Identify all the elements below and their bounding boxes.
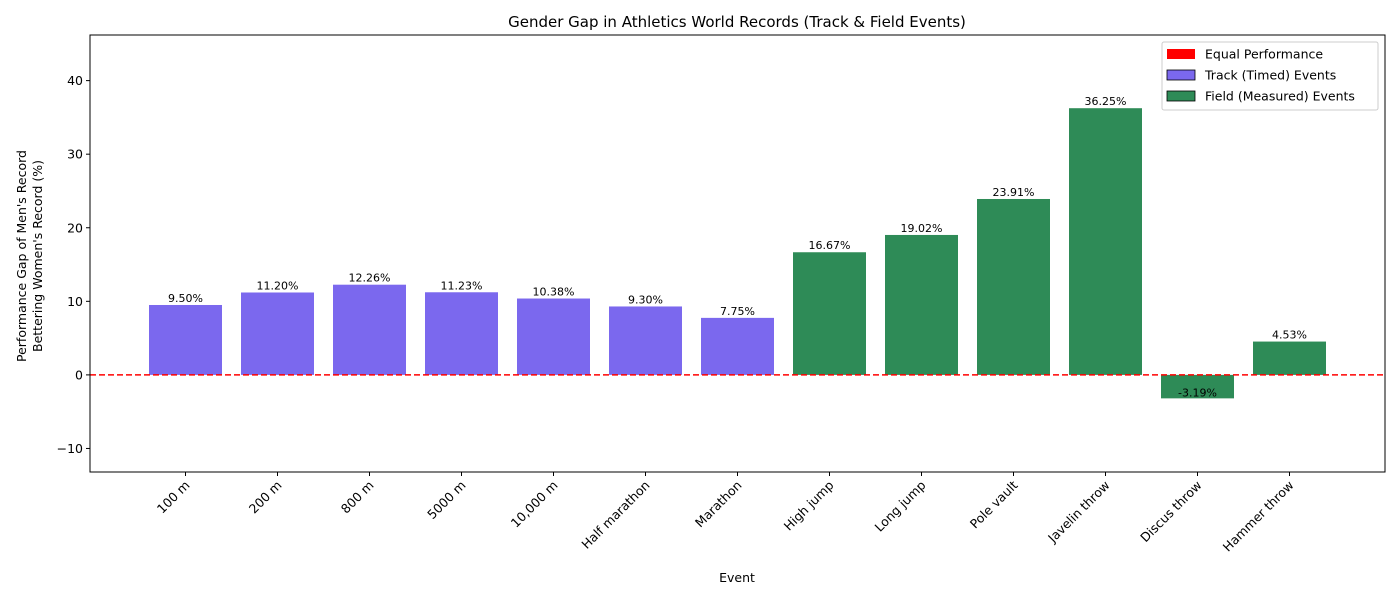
bar xyxy=(885,234,958,375)
legend-label: Field (Measured) Events xyxy=(1205,89,1355,104)
bar xyxy=(609,306,682,375)
bar xyxy=(517,298,590,375)
data-label: 11.20% xyxy=(257,279,299,292)
legend-label: Equal Performance xyxy=(1205,47,1323,62)
data-label: 23.91% xyxy=(993,186,1035,199)
x-axis-label: Event xyxy=(719,570,755,585)
plot-area: 9.50% 11.20% 12.26% 11.23% 10.38% 9.30% 7.75% 1… xyxy=(57,34,1386,555)
x-tick-label: 100 m xyxy=(154,478,193,517)
data-label: 4.53% xyxy=(1272,329,1307,342)
bar xyxy=(241,292,314,375)
data-label: -3.19% xyxy=(1178,386,1217,399)
y-axis-label: Performance Gap of Men's Record Betterin… xyxy=(14,150,45,362)
y-tick-label: 0 xyxy=(75,367,83,382)
chart-title: Gender Gap in Athletics World Records (T… xyxy=(508,13,966,31)
legend-swatch xyxy=(1166,90,1196,102)
y-tick-label: 10 xyxy=(67,294,83,309)
x-tick-label: Hammer throw xyxy=(1220,478,1297,555)
bar xyxy=(977,198,1050,375)
data-label: 7.75% xyxy=(720,305,755,318)
y-tick-label: −10 xyxy=(57,441,83,456)
y-axis-label-line-2: Bettering Women's Record (%) xyxy=(30,160,45,352)
legend-swatch xyxy=(1166,69,1196,81)
data-label: 9.30% xyxy=(628,293,663,306)
x-tick-label: Pole vault xyxy=(967,477,1021,531)
data-label: 12.26% xyxy=(349,272,391,285)
data-label: 19.02% xyxy=(901,222,943,235)
y-axis-label-line-1: Performance Gap of Men's Record xyxy=(14,150,29,362)
legend: Equal Performance Track (Timed) Events Fie… xyxy=(1161,41,1379,111)
x-tick-label: High jump xyxy=(781,477,837,533)
data-label: 16.67% xyxy=(809,239,851,252)
x-tick-label: 5000 m xyxy=(424,478,469,523)
data-label: 10.38% xyxy=(533,286,575,299)
bar xyxy=(425,292,498,375)
bar xyxy=(1253,341,1326,375)
x-tick-label: Half marathon xyxy=(578,478,652,552)
data-label: 36.25% xyxy=(1085,95,1127,108)
x-tick-label: Discus throw xyxy=(1137,478,1204,545)
data-label: 11.23% xyxy=(441,279,483,292)
legend-box xyxy=(1161,41,1379,111)
x-tick-label: 800 m xyxy=(338,478,377,517)
y-tick-label: 30 xyxy=(67,147,83,162)
x-tick-label: 200 m xyxy=(246,478,285,517)
bar xyxy=(701,317,774,375)
y-tick-label: 20 xyxy=(67,220,83,235)
x-tick-label: 10,000 m xyxy=(508,478,561,531)
data-label: 9.50% xyxy=(168,292,203,305)
y-tick-label: 40 xyxy=(67,73,83,88)
bar xyxy=(1161,374,1234,399)
x-tick-label: Long jump xyxy=(872,477,929,534)
x-tick-label: Javelin throw xyxy=(1044,478,1112,546)
bar xyxy=(333,284,406,375)
legend-swatch xyxy=(1167,49,1195,59)
x-tick-label: Marathon xyxy=(692,478,745,531)
bar xyxy=(149,304,222,375)
legend-label: Track (Timed) Events xyxy=(1204,68,1336,83)
bar xyxy=(1069,108,1142,375)
bar xyxy=(793,252,866,375)
